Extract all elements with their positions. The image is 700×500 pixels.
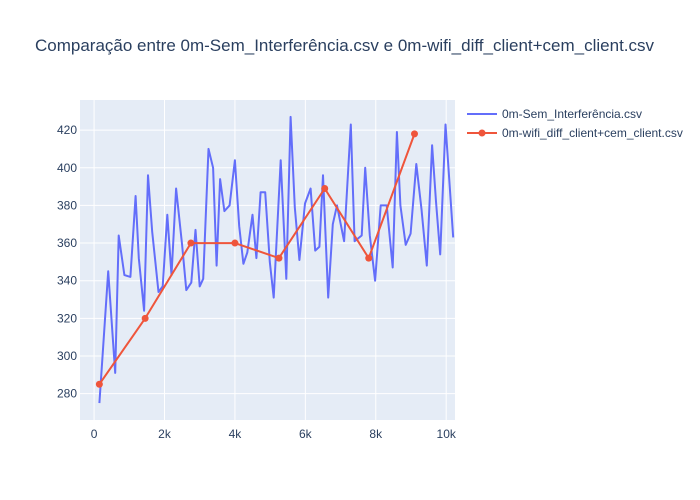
data-point: [187, 239, 195, 247]
data-point: [275, 254, 283, 262]
y-tick-label: 380: [57, 198, 77, 212]
x-tick-label: 0: [91, 427, 98, 441]
y-tick-label: 360: [57, 236, 77, 250]
data-point: [141, 314, 149, 322]
legend-item[interactable]: 0m-wifi_diff_client+cem_client.csv: [467, 126, 683, 140]
y-tick-label: 320: [57, 311, 77, 325]
legend[interactable]: 0m-Sem_Interferência.csv 0m-wifi_diff_cli…: [467, 107, 683, 140]
data-point: [95, 380, 103, 388]
x-tick-label: 2k: [158, 427, 172, 441]
y-tick-label: 280: [57, 387, 77, 401]
data-point: [411, 130, 419, 138]
y-tick-label: 420: [57, 123, 77, 137]
legend-label: 0m-wifi_diff_client+cem_client.csv: [502, 126, 683, 140]
series-1: [98, 115, 455, 404]
x-tick-label: 10k: [437, 427, 457, 441]
axes-layer: 0 2k 4k 6k 8k 10k 280 300 320 340 360 380 400 420: [57, 123, 457, 441]
series-line: [98, 115, 455, 404]
x-tick-label: 6k: [299, 427, 313, 441]
y-tick-label: 400: [57, 161, 77, 175]
legend-label: 0m-Sem_Interferência.csv: [502, 107, 642, 121]
x-tick-label: 8k: [369, 427, 383, 441]
chart-title: Comparação entre 0m-Sem_Interferência.cs…: [35, 36, 655, 55]
data-point: [321, 184, 329, 192]
x-tick-label: 4k: [229, 427, 243, 441]
data-point: [365, 254, 373, 262]
y-tick-label: 340: [57, 274, 77, 288]
legend-item[interactable]: 0m-Sem_Interferência.csv: [467, 107, 642, 121]
series-line: [98, 133, 416, 385]
plot-background: [80, 100, 455, 420]
series-2: [95, 130, 419, 388]
data-point: [231, 239, 239, 247]
legend-swatch-marker: [478, 129, 486, 137]
y-tick-label: 300: [57, 349, 77, 363]
series-layer: [95, 115, 455, 404]
